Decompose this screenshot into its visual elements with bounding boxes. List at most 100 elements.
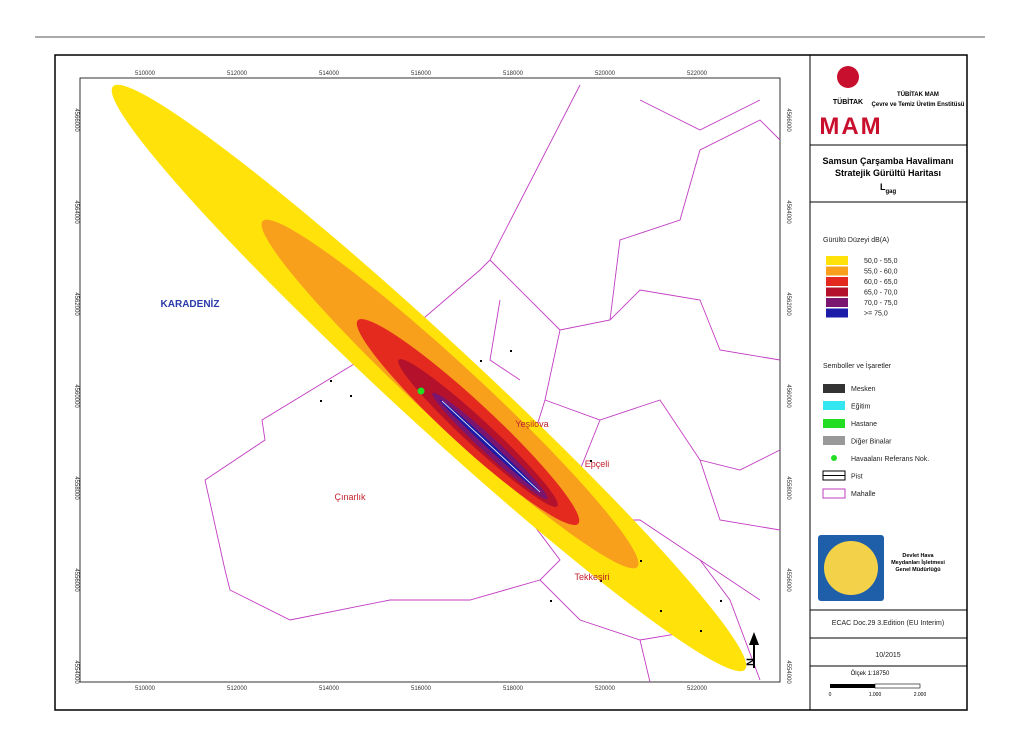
boundary — [639, 99, 761, 131]
legend-label: 65,0 - 70,0 — [864, 290, 898, 297]
map-title: Samsun Çarşamba Havalimanı — [822, 156, 953, 166]
boundary — [489, 299, 521, 381]
north-arrow: N — [745, 632, 759, 668]
scale-tick: 2.000 — [914, 692, 927, 698]
authority: Genel Müdürlüğü — [895, 567, 940, 573]
org-subtitle: Çevre ve Temiz Üretim Enstitüsü — [872, 101, 965, 108]
logo-mam: MAM — [819, 113, 882, 140]
legend-label: 55,0 - 60,0 — [864, 269, 898, 276]
y-tick-label: 4564000 — [785, 200, 791, 224]
y-tick-label: 4562000 — [73, 292, 79, 316]
symbol-label: Diğer Binalar — [851, 439, 892, 446]
place-label: Çınarlık — [334, 492, 366, 502]
legend-swatch — [826, 298, 848, 307]
legend-label: 50,0 - 55,0 — [864, 258, 898, 265]
logo-emblem — [837, 66, 859, 88]
legend-label: 60,0 - 65,0 — [864, 279, 898, 286]
y-tick-label: 4556000 — [73, 568, 79, 592]
y-tick-label: 4566000 — [785, 108, 791, 132]
legend-swatch — [826, 256, 848, 265]
place-label: Epçeli — [585, 459, 610, 469]
legend-swatch — [826, 308, 848, 318]
runway — [441, 400, 541, 493]
legend-swatch — [826, 266, 848, 276]
metric: Lgag — [880, 182, 897, 195]
scale: Ölçek 1:18750 — [851, 670, 890, 677]
boundary — [699, 459, 781, 531]
legend-label: >= 75,0 — [864, 311, 888, 318]
coordinate-ticks: 510000 510000 512000 512000 514000 514000 5160… — [73, 71, 791, 692]
north-arrow-head — [749, 632, 759, 645]
y-tick-label: 4556000 — [785, 568, 791, 592]
x-tick-label: 520000 — [595, 686, 616, 692]
noise-legend-title: Gürültü Düzeyi dB(A) — [823, 237, 889, 244]
authority: Meydanları İşletmesi — [891, 559, 945, 566]
swatch-other — [823, 436, 845, 445]
symbol-label: Mesken — [851, 386, 876, 393]
symbol-label: Havaalanı Referans Nok. — [851, 456, 929, 463]
swatch-reference — [831, 455, 837, 461]
scale-bar — [830, 684, 875, 688]
legend-swatch — [826, 287, 848, 297]
scale-tick: 1.000 — [869, 692, 882, 698]
y-tick-label: 4558000 — [785, 476, 791, 500]
boundary — [639, 639, 651, 683]
x-tick-label: 516000 — [411, 686, 432, 692]
metric-symbol: L — [880, 182, 886, 192]
x-tick-label: 520000 — [595, 71, 616, 77]
legend-label: 70,0 - 75,0 — [864, 300, 898, 307]
y-tick-label: 4566000 — [73, 108, 79, 132]
metric-subscript: gag — [886, 189, 897, 195]
symbols-title: Semboller ve İşaretler — [823, 361, 892, 370]
swatch-hospital — [823, 419, 845, 428]
north-label: N — [745, 658, 757, 666]
x-tick-label: 518000 — [503, 686, 524, 692]
x-tick-label: 512000 — [227, 686, 248, 692]
airport-reference-point — [417, 387, 425, 395]
place-label: Yeşilova — [515, 419, 548, 429]
symbol-swatches — [822, 384, 846, 499]
swatch-neighbourhood — [822, 488, 846, 499]
org-name: TÜBİTAK MAM — [897, 91, 939, 98]
x-tick-label: 522000 — [687, 71, 708, 77]
x-tick-label: 510000 — [135, 71, 156, 77]
place-labels: KARADENİZ Yeşilova Epçeli Çınarlık Tekke… — [161, 297, 610, 582]
x-tick-label: 522000 — [687, 686, 708, 692]
symbol-label: Mahalle — [851, 491, 876, 498]
legend-swatch — [826, 277, 848, 286]
y-tick-label: 4558000 — [73, 476, 79, 500]
symbol-label: Eğitim — [851, 404, 871, 411]
authority: Devlet Hava — [902, 553, 934, 559]
boundary — [699, 559, 761, 681]
sea-label: KARADENİZ — [161, 297, 220, 310]
map-title: Stratejik Gürültü Haritası — [835, 168, 941, 178]
source: ECAC Doc.29 3.Edition (EU Interim) — [832, 620, 944, 627]
x-tick-label: 518000 — [503, 71, 524, 77]
buildings — [320, 350, 722, 632]
swatch-education — [823, 401, 845, 410]
y-tick-label: 4562000 — [785, 292, 791, 316]
y-tick-label: 4564000 — [73, 200, 79, 224]
date: 10/2015 — [875, 652, 900, 659]
x-tick-label: 510000 — [135, 686, 156, 692]
noise-legend: 50,0 - 55,0 55,0 - 60,0 60,0 - 65,0 65,0 - … — [826, 256, 898, 318]
boundary — [204, 479, 541, 621]
noise-contours — [111, 84, 747, 672]
place-label: Tekkeşiri — [574, 572, 609, 582]
symbol-label: Pist — [851, 474, 863, 481]
x-tick-label: 514000 — [319, 71, 340, 77]
boundary — [609, 119, 781, 321]
sheet-frame — [54, 54, 968, 711]
boundary — [544, 399, 781, 471]
scale-tick: 0 — [829, 692, 832, 698]
swatch-dwelling — [823, 384, 845, 393]
logo-text: TÜBİTAK — [833, 97, 863, 106]
authority-logo-inner — [824, 541, 878, 595]
symbol-label: Hastane — [851, 421, 877, 428]
x-tick-label: 512000 — [227, 71, 248, 77]
y-tick-label: 4560000 — [785, 384, 791, 408]
y-tick-label: 4554000 — [785, 660, 791, 684]
x-tick-label: 516000 — [411, 71, 432, 77]
